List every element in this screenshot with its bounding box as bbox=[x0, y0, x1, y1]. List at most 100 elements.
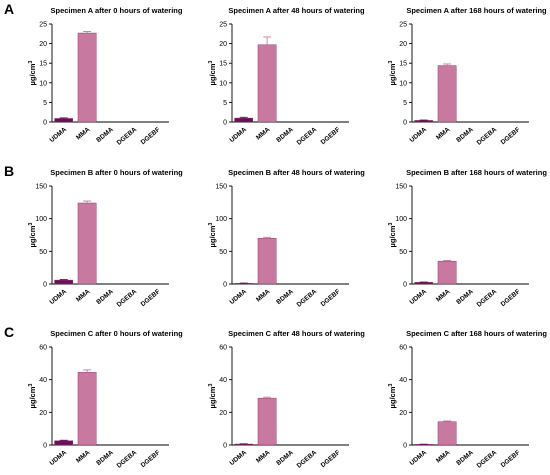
y-tick-label: 20 bbox=[399, 410, 407, 417]
y-tick-label: 15 bbox=[39, 61, 47, 68]
x-tick-label: DGEBF bbox=[500, 449, 522, 469]
x-tick-label: DGEBA bbox=[476, 288, 499, 309]
bar-mma bbox=[77, 372, 97, 446]
chart-title: Specimen C after 48 hours of watering bbox=[228, 329, 365, 338]
x-tick-label: UDMA bbox=[229, 126, 249, 144]
bar-udma bbox=[54, 440, 74, 446]
bar-mma bbox=[257, 44, 277, 123]
chart-grid: Specimen A after 0 hours of watering 0 5 10… bbox=[28, 6, 547, 470]
y-tick-label: 0 bbox=[403, 443, 407, 450]
chart-panel: Specimen A after 0 hours of watering 0 5 10… bbox=[28, 6, 183, 147]
bar-udma bbox=[234, 117, 254, 123]
x-tick-label: DGEBA bbox=[296, 449, 319, 470]
y-axis-title-sup: 3 bbox=[208, 223, 214, 226]
y-tick-label: 150 bbox=[35, 184, 47, 191]
y-tick-label: 0 bbox=[403, 282, 407, 289]
chart-panel: Specimen C after 48 hours of watering 0 20… bbox=[208, 329, 365, 470]
chart-title: Specimen A after 48 hours of watering bbox=[228, 6, 365, 15]
x-tick-label: DGEBA bbox=[296, 126, 319, 147]
y-tick-label: 150 bbox=[395, 184, 407, 191]
x-tick-label: DGEBA bbox=[476, 449, 499, 470]
x-tick-label: MMA bbox=[255, 449, 272, 465]
x-tick-label: MMA bbox=[435, 126, 452, 142]
x-tick-label: BDMA bbox=[275, 126, 295, 144]
y-axis-title-base: µg/cm bbox=[208, 386, 217, 408]
y-tick-label: 60 bbox=[39, 345, 47, 352]
x-tick-label: BDMA bbox=[455, 126, 475, 144]
x-tick-label: MMA bbox=[75, 288, 92, 304]
y-tick-label: 20 bbox=[39, 41, 47, 48]
x-tick-label: BDMA bbox=[275, 288, 295, 306]
y-tick-label: 60 bbox=[399, 345, 407, 352]
y-tick-label: 50 bbox=[399, 249, 407, 256]
y-axis-title: µg/cm3 bbox=[208, 223, 217, 248]
x-tick-label: UDMA bbox=[229, 449, 249, 467]
y-axis-title-sup: 3 bbox=[388, 384, 394, 387]
x-tick-label: MMA bbox=[435, 449, 452, 465]
chart-title: Specimen A after 168 hours of watering bbox=[406, 6, 547, 15]
x-tick-label: DGEBF bbox=[320, 449, 342, 469]
y-axis-title-base: µg/cm bbox=[208, 225, 217, 247]
y-axis-title-sup: 3 bbox=[208, 384, 214, 387]
y-axis-title: µg/cm3 bbox=[28, 61, 37, 86]
y-tick-label: 20 bbox=[219, 41, 227, 48]
x-tick-label: DGEBA bbox=[296, 288, 319, 309]
y-tick-label: 25 bbox=[219, 22, 227, 29]
bar-mma bbox=[257, 238, 277, 285]
bar-udma bbox=[54, 279, 74, 285]
y-axis-title: µg/cm3 bbox=[388, 384, 397, 409]
y-axis-title: µg/cm3 bbox=[208, 384, 217, 409]
bar-mma bbox=[437, 260, 457, 285]
y-tick-label: 0 bbox=[223, 282, 227, 289]
y-tick-label: 60 bbox=[219, 345, 227, 352]
chart-title: Specimen A after 0 hours of watering bbox=[51, 6, 183, 15]
bar-mma bbox=[437, 65, 457, 123]
y-axis-title-sup: 3 bbox=[388, 223, 394, 226]
y-tick-label: 40 bbox=[399, 377, 407, 384]
x-tick-label: DGEBA bbox=[476, 126, 499, 147]
x-tick-label: BDMA bbox=[455, 288, 475, 306]
x-tick-label: MMA bbox=[255, 288, 272, 304]
y-tick-label: 10 bbox=[219, 80, 227, 87]
x-tick-label: DGEBF bbox=[140, 449, 162, 469]
x-tick-label: DGEBF bbox=[500, 126, 522, 146]
chart-title: Specimen B after 0 hours of watering bbox=[50, 168, 183, 177]
bar-udma bbox=[414, 120, 434, 123]
y-tick-label: 15 bbox=[399, 61, 407, 68]
x-tick-label: UDMA bbox=[409, 449, 429, 467]
y-tick-label: 0 bbox=[43, 443, 47, 450]
y-axis-title-sup: 3 bbox=[28, 61, 34, 64]
bar-mma bbox=[257, 397, 277, 446]
y-axis-title-base: µg/cm bbox=[208, 63, 217, 85]
y-tick-label: 50 bbox=[39, 249, 47, 256]
y-axis-title-base: µg/cm bbox=[388, 386, 397, 408]
x-tick-label: BDMA bbox=[95, 449, 115, 467]
x-tick-label: UDMA bbox=[49, 126, 69, 144]
chart-panel: Specimen B after 48 hours of watering 0 50… bbox=[208, 168, 365, 309]
y-tick-label: 25 bbox=[399, 22, 407, 29]
x-tick-label: UDMA bbox=[229, 288, 249, 306]
y-axis-title-base: µg/cm bbox=[28, 225, 37, 247]
x-tick-label: DGEBA bbox=[116, 449, 139, 470]
y-axis-title-sup: 3 bbox=[28, 223, 34, 226]
chart-panel: Specimen C after 168 hours of watering 0 2… bbox=[388, 329, 547, 470]
y-tick-label: 0 bbox=[403, 120, 407, 127]
y-tick-label: 0 bbox=[43, 120, 47, 127]
y-tick-label: 25 bbox=[39, 22, 47, 29]
x-tick-label: MMA bbox=[435, 288, 452, 304]
x-tick-label: BDMA bbox=[275, 449, 295, 467]
chart-panel: Specimen B after 168 hours of watering 0 5… bbox=[388, 168, 547, 309]
chart-panel: Specimen B after 0 hours of watering 0 50 1… bbox=[28, 168, 183, 309]
y-axis-title-base: µg/cm bbox=[28, 386, 37, 408]
chart-title: Specimen B after 168 hours of watering bbox=[406, 168, 547, 177]
x-tick-label: BDMA bbox=[455, 449, 475, 467]
x-tick-label: DGEBA bbox=[116, 126, 139, 147]
x-tick-label: MMA bbox=[75, 449, 92, 465]
y-tick-label: 10 bbox=[399, 80, 407, 87]
x-tick-label: MMA bbox=[255, 126, 272, 142]
y-tick-label: 20 bbox=[399, 41, 407, 48]
x-tick-label: MMA bbox=[75, 126, 92, 142]
x-tick-label: DGEBF bbox=[500, 288, 522, 308]
chart-panel: Specimen C after 0 hours of watering 0 20 4… bbox=[28, 329, 183, 470]
y-tick-label: 5 bbox=[223, 100, 227, 107]
